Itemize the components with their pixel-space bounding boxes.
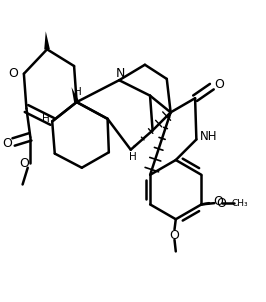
Text: O: O (215, 78, 225, 91)
Polygon shape (44, 31, 50, 50)
Text: O: O (19, 157, 29, 170)
Polygon shape (72, 87, 79, 103)
Text: H: H (130, 153, 137, 162)
Text: CH₃: CH₃ (231, 199, 248, 208)
Text: N: N (116, 67, 125, 80)
Text: O: O (9, 67, 19, 80)
Text: O: O (169, 230, 180, 243)
Text: H: H (74, 87, 82, 97)
Text: O: O (213, 195, 223, 208)
Text: H: H (42, 114, 50, 124)
Text: NH: NH (200, 130, 218, 143)
Text: O: O (2, 137, 12, 150)
Text: O: O (216, 197, 226, 210)
